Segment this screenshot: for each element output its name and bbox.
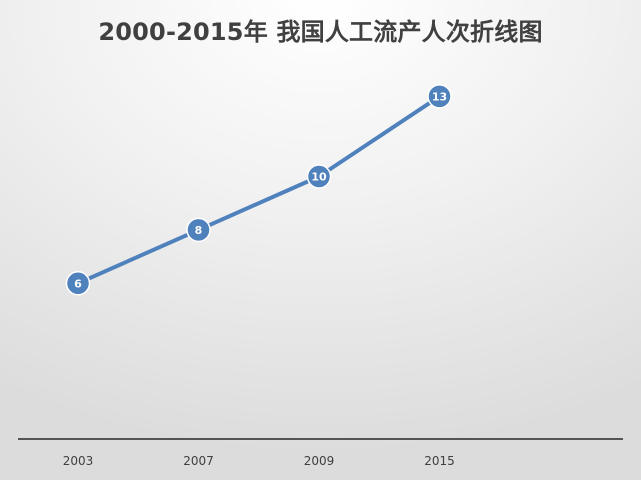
data-point-marker: [186, 217, 211, 243]
data-label: 10: [311, 171, 327, 184]
data-point-marker: [427, 84, 452, 109]
data-label: 8: [195, 224, 203, 237]
x-tick-label: 2009: [304, 454, 335, 468]
data-label: 6: [74, 277, 82, 290]
data-point-marker: [306, 164, 332, 189]
data-label: 13: [432, 90, 447, 103]
x-tick-label: 2003: [63, 454, 94, 468]
x-tick-label: 2007: [183, 454, 214, 468]
series-line: [76, 94, 442, 286]
x-tick-label: 2015: [424, 454, 455, 468]
data-point-marker: [65, 271, 91, 296]
chart-title: 2000-2015年 我国人工流产人次折线图: [98, 18, 543, 46]
